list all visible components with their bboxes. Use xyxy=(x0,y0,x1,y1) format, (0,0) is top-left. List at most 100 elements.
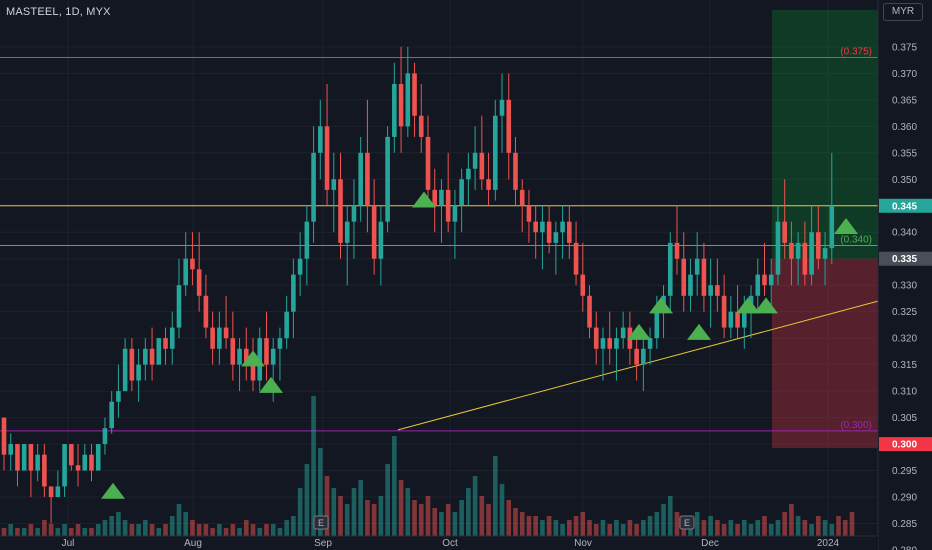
price-tag-label: 0.300 xyxy=(892,440,917,451)
candle-body xyxy=(755,274,761,296)
volume-bar xyxy=(425,496,431,536)
volume-bar xyxy=(432,508,438,536)
candle-body xyxy=(75,465,81,471)
volume-bar xyxy=(277,528,283,536)
candle xyxy=(35,444,40,482)
volume-bar xyxy=(412,500,417,536)
buy-signal-icon xyxy=(627,323,651,340)
price-tick-label: 0.295 xyxy=(892,466,917,477)
volume-bar xyxy=(809,524,814,536)
candle-body xyxy=(593,327,599,349)
volume-bar xyxy=(243,520,249,536)
volume-bar xyxy=(641,520,646,536)
candle-body xyxy=(445,189,451,222)
trendline xyxy=(397,300,879,431)
ticker-label: MASTEEL, 1D, MYX xyxy=(6,6,111,18)
candle-body xyxy=(102,428,108,445)
profit-zone xyxy=(772,9,878,259)
volume-bar xyxy=(849,512,855,536)
volume-bar xyxy=(264,524,269,536)
candle xyxy=(102,417,108,455)
candle-body xyxy=(553,232,559,243)
volume-bar xyxy=(297,488,303,536)
candle-body xyxy=(472,152,478,169)
price-tick-label: 0.315 xyxy=(892,360,917,371)
buy-signal-icon xyxy=(687,323,711,340)
volume-bar xyxy=(344,504,350,536)
candle xyxy=(156,338,162,365)
volume-bar xyxy=(203,524,209,536)
candle-body xyxy=(358,152,363,206)
candle-body xyxy=(338,179,343,243)
price-tag xyxy=(879,251,932,266)
volume-bar xyxy=(728,520,734,536)
candle-body xyxy=(560,221,565,233)
volume-bar xyxy=(580,512,586,536)
volume-bar xyxy=(365,500,370,536)
volume-bar xyxy=(75,524,81,536)
volume-bar xyxy=(506,500,512,536)
candle-body xyxy=(452,205,458,222)
candle-body xyxy=(42,454,47,487)
price-tag xyxy=(879,437,932,452)
candle xyxy=(802,221,808,286)
volume-bar xyxy=(62,524,67,536)
price-tick-label: 0.370 xyxy=(892,69,917,80)
candle xyxy=(688,258,693,312)
candle xyxy=(129,338,135,392)
candle-body xyxy=(439,189,444,206)
candle-body xyxy=(210,327,215,349)
candle xyxy=(600,327,606,381)
volume-bar xyxy=(8,524,14,536)
volume-bar xyxy=(95,524,101,536)
candle-body xyxy=(789,242,794,259)
volume-bar xyxy=(755,520,761,536)
volume-bar xyxy=(358,480,363,536)
candle-body xyxy=(425,136,431,190)
candle-body xyxy=(291,274,296,312)
candle xyxy=(55,470,61,498)
candle xyxy=(674,205,680,275)
volume-bar xyxy=(553,520,559,536)
level-label: (0.340) xyxy=(840,234,872,245)
candle-body xyxy=(264,338,269,365)
candle-body xyxy=(647,338,653,349)
candle-body xyxy=(311,152,316,222)
candle-body xyxy=(270,348,276,365)
candle-body xyxy=(122,348,128,392)
candle xyxy=(721,274,727,339)
candle xyxy=(82,444,88,471)
candle xyxy=(533,205,538,259)
candle xyxy=(223,295,229,349)
volume-bar xyxy=(829,524,835,536)
candle-body xyxy=(297,258,303,275)
candle xyxy=(412,62,417,137)
candle-body xyxy=(620,327,626,339)
volume-bar xyxy=(600,520,606,536)
volume-bar xyxy=(816,516,821,536)
candle-body xyxy=(324,126,330,190)
candle-body xyxy=(250,364,256,381)
volume-bar xyxy=(143,520,148,536)
candle xyxy=(526,189,532,243)
time-axis-bg xyxy=(0,536,878,550)
currency-button[interactable]: MYR xyxy=(883,3,923,21)
volume-bar xyxy=(674,512,680,536)
candle-body xyxy=(331,179,337,190)
candle-body xyxy=(573,242,579,275)
candle-body xyxy=(735,311,740,328)
candle xyxy=(277,327,283,381)
candle xyxy=(136,348,141,402)
volume-bar xyxy=(540,520,545,536)
candle-body xyxy=(318,126,323,153)
candle-body xyxy=(607,338,612,349)
candle-body xyxy=(614,338,619,349)
candle-body xyxy=(418,115,424,137)
volume-bar xyxy=(654,512,660,536)
volume-bar xyxy=(418,504,424,536)
volume-bar xyxy=(378,496,384,536)
candle-body xyxy=(802,242,808,275)
candle xyxy=(466,152,471,206)
candle-body xyxy=(701,258,707,296)
